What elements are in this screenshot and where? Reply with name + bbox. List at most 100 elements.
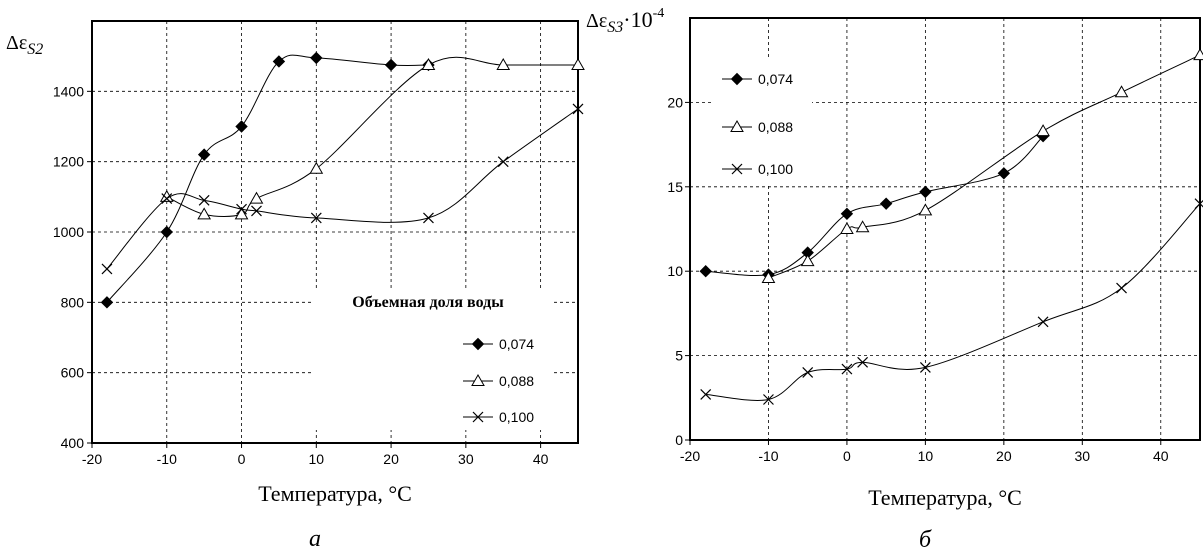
data-point	[1037, 316, 1049, 328]
data-point	[249, 191, 264, 204]
panel-label: б	[919, 527, 932, 551]
x-tick-label: 20	[996, 448, 1012, 464]
y-axis-label: ΔεS2	[6, 32, 43, 58]
data-point	[1194, 198, 1203, 210]
y-axis-label-main: Δε	[6, 32, 27, 54]
data-point	[310, 51, 323, 65]
data-point	[423, 212, 434, 224]
x-tick-label: 0	[238, 451, 246, 467]
data-point	[1114, 85, 1129, 98]
data-point	[571, 57, 585, 70]
legend-item: 0,074	[463, 336, 534, 352]
x-tick-label: 40	[533, 451, 549, 467]
data-point	[310, 212, 322, 224]
data-point	[840, 207, 854, 221]
data-point	[857, 356, 869, 368]
data-point	[802, 367, 814, 378]
x-tick-label: 10	[918, 448, 934, 464]
data-point	[855, 220, 870, 233]
data-point	[699, 264, 712, 278]
legend-item: 0,074	[722, 71, 793, 87]
data-point	[160, 225, 173, 239]
series-0-088	[761, 48, 1203, 283]
y-tick-label: 10	[667, 263, 683, 279]
legend-label: 0,088	[758, 119, 793, 135]
data-point	[197, 148, 211, 161]
data-point	[101, 263, 113, 275]
x-tick-label: 30	[458, 451, 474, 467]
chart-panel-b: -20 -10 0 10 20 30 40 0 5 10 15 20 Температура, °С б Δ…	[586, 6, 1203, 551]
data-point	[841, 363, 853, 375]
y-axis-label-main: Δε	[586, 10, 607, 32]
data-point	[918, 203, 933, 216]
series-line	[705, 135, 1044, 276]
series-0-100	[700, 198, 1203, 405]
data-point	[234, 207, 249, 220]
x-tick-label: 40	[1153, 448, 1169, 464]
y-axis-label-sub: S3	[607, 19, 623, 36]
series-line	[768, 54, 1201, 279]
legend-item: 0,100	[463, 409, 534, 425]
legend-marker	[471, 373, 485, 386]
x-tick-label: -20	[680, 448, 700, 464]
x-tick-label: 0	[843, 448, 851, 464]
series-0-100	[101, 103, 584, 275]
data-point	[919, 361, 931, 373]
data-point	[1036, 124, 1050, 137]
data-point	[572, 103, 584, 115]
data-point	[496, 57, 511, 70]
data-point	[879, 197, 893, 210]
legend-marker	[730, 72, 744, 86]
data-point	[1116, 282, 1127, 294]
x-tick-label: 30	[1075, 448, 1091, 464]
data-point	[197, 207, 212, 220]
legend-background	[312, 290, 552, 430]
data-point	[235, 120, 248, 133]
data-point	[161, 193, 173, 205]
y-tick-label: 0	[675, 432, 683, 448]
y-tick-label: 600	[61, 365, 85, 381]
x-tick-label: -10	[758, 448, 778, 464]
y-tick-label: 15	[667, 179, 683, 195]
data-point	[919, 185, 932, 199]
series-line	[106, 54, 429, 303]
data-point	[497, 156, 509, 168]
data-point	[272, 55, 286, 68]
series-0-074	[100, 51, 435, 309]
legend-background	[712, 60, 812, 185]
y-axis-label-sub: S2	[27, 41, 43, 58]
x-axis-label: Температура, °С	[868, 485, 1022, 510]
y-tick-label: 1400	[53, 83, 84, 99]
data-point	[251, 205, 262, 217]
data-point	[763, 394, 774, 405]
series-line	[705, 203, 1201, 401]
data-point	[840, 221, 854, 234]
data-point	[800, 254, 815, 267]
y-tick-label: 1200	[53, 154, 84, 170]
chart-panel-a: -20 -10 0 10 20 30 40 400 600 800 1000 1200 1400 Темп…	[6, 20, 585, 551]
legend-item: 0,088	[722, 119, 793, 135]
series-line	[106, 108, 579, 270]
y-tick-label: 5	[675, 348, 683, 364]
legend-label: 0,074	[758, 71, 793, 87]
legend-label: 0,100	[758, 161, 793, 177]
x-axis-label: Температура, °С	[258, 481, 412, 506]
x-tick-label: 10	[309, 451, 325, 467]
data-point	[1193, 48, 1203, 61]
data-point	[997, 167, 1011, 180]
plot-frame	[689, 17, 1201, 441]
legend: Объемная доля воды 0,074 0,088 0,100	[312, 290, 552, 430]
legend-marker	[472, 411, 484, 423]
legend-marker	[731, 163, 743, 175]
data-point	[198, 194, 210, 206]
x-tick-label: 20	[383, 451, 399, 467]
y-tick-label: 800	[61, 294, 85, 310]
data-point	[384, 58, 398, 72]
data-point	[421, 57, 436, 70]
legend-title: Объемная доля воды	[352, 294, 504, 311]
legend-label: 0,088	[499, 373, 534, 389]
legend-label: 0,074	[499, 336, 534, 352]
legend: 0,074 0,088 0,100	[712, 60, 812, 185]
panel-label: а	[309, 526, 321, 551]
